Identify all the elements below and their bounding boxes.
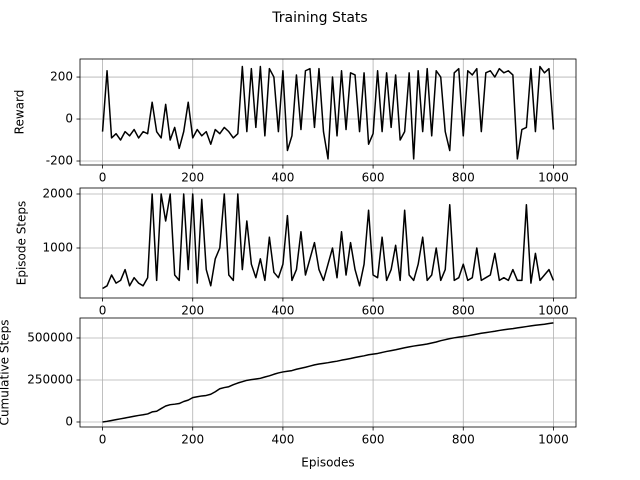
axes-frame xyxy=(79,187,577,299)
x-tick-label: 800 xyxy=(452,433,475,447)
data-line xyxy=(101,65,555,160)
y-axis-label: Reward xyxy=(13,90,27,135)
y-tick-label: 500000 xyxy=(27,330,73,344)
y-axis-label: Episode Steps xyxy=(15,201,29,286)
x-tick-label: 1000 xyxy=(538,171,569,185)
x-tick-label: 0 xyxy=(99,171,107,185)
x-tick-label: 200 xyxy=(181,433,204,447)
y-tick-label: 200 xyxy=(50,70,73,84)
x-tick-label: 0 xyxy=(99,433,107,447)
data-line xyxy=(102,193,555,290)
y-tick-label: 1000 xyxy=(42,240,73,254)
x-tick-label: 1000 xyxy=(538,433,569,447)
x-tick-label: 400 xyxy=(271,171,294,185)
y-tick-label: 2000 xyxy=(42,186,73,200)
x-tick-label: 600 xyxy=(362,433,385,447)
y-tick-label: -200 xyxy=(46,154,73,168)
x-tick-label: 0 xyxy=(99,304,107,318)
x-axis-label: Episodes xyxy=(301,456,354,470)
x-tick-label: 200 xyxy=(181,304,204,318)
x-tick-label: 600 xyxy=(362,304,385,318)
y-tick-label: 0 xyxy=(65,112,73,126)
x-tick-label: 200 xyxy=(181,171,204,185)
y-tick-label: 0 xyxy=(65,414,73,428)
axes-frame xyxy=(79,58,577,166)
figure-title: Training Stats xyxy=(271,10,367,26)
x-tick-label: 600 xyxy=(362,171,385,185)
data-line xyxy=(102,322,554,423)
x-tick-label: 400 xyxy=(271,433,294,447)
y-axis-label: Cumulative Steps xyxy=(0,320,12,426)
axes-frame xyxy=(79,317,577,428)
x-tick-label: 800 xyxy=(452,304,475,318)
x-tick-label: 800 xyxy=(452,171,475,185)
x-tick-label: 400 xyxy=(271,304,294,318)
x-tick-label: 1000 xyxy=(538,304,569,318)
y-tick-label: 250000 xyxy=(27,372,73,386)
